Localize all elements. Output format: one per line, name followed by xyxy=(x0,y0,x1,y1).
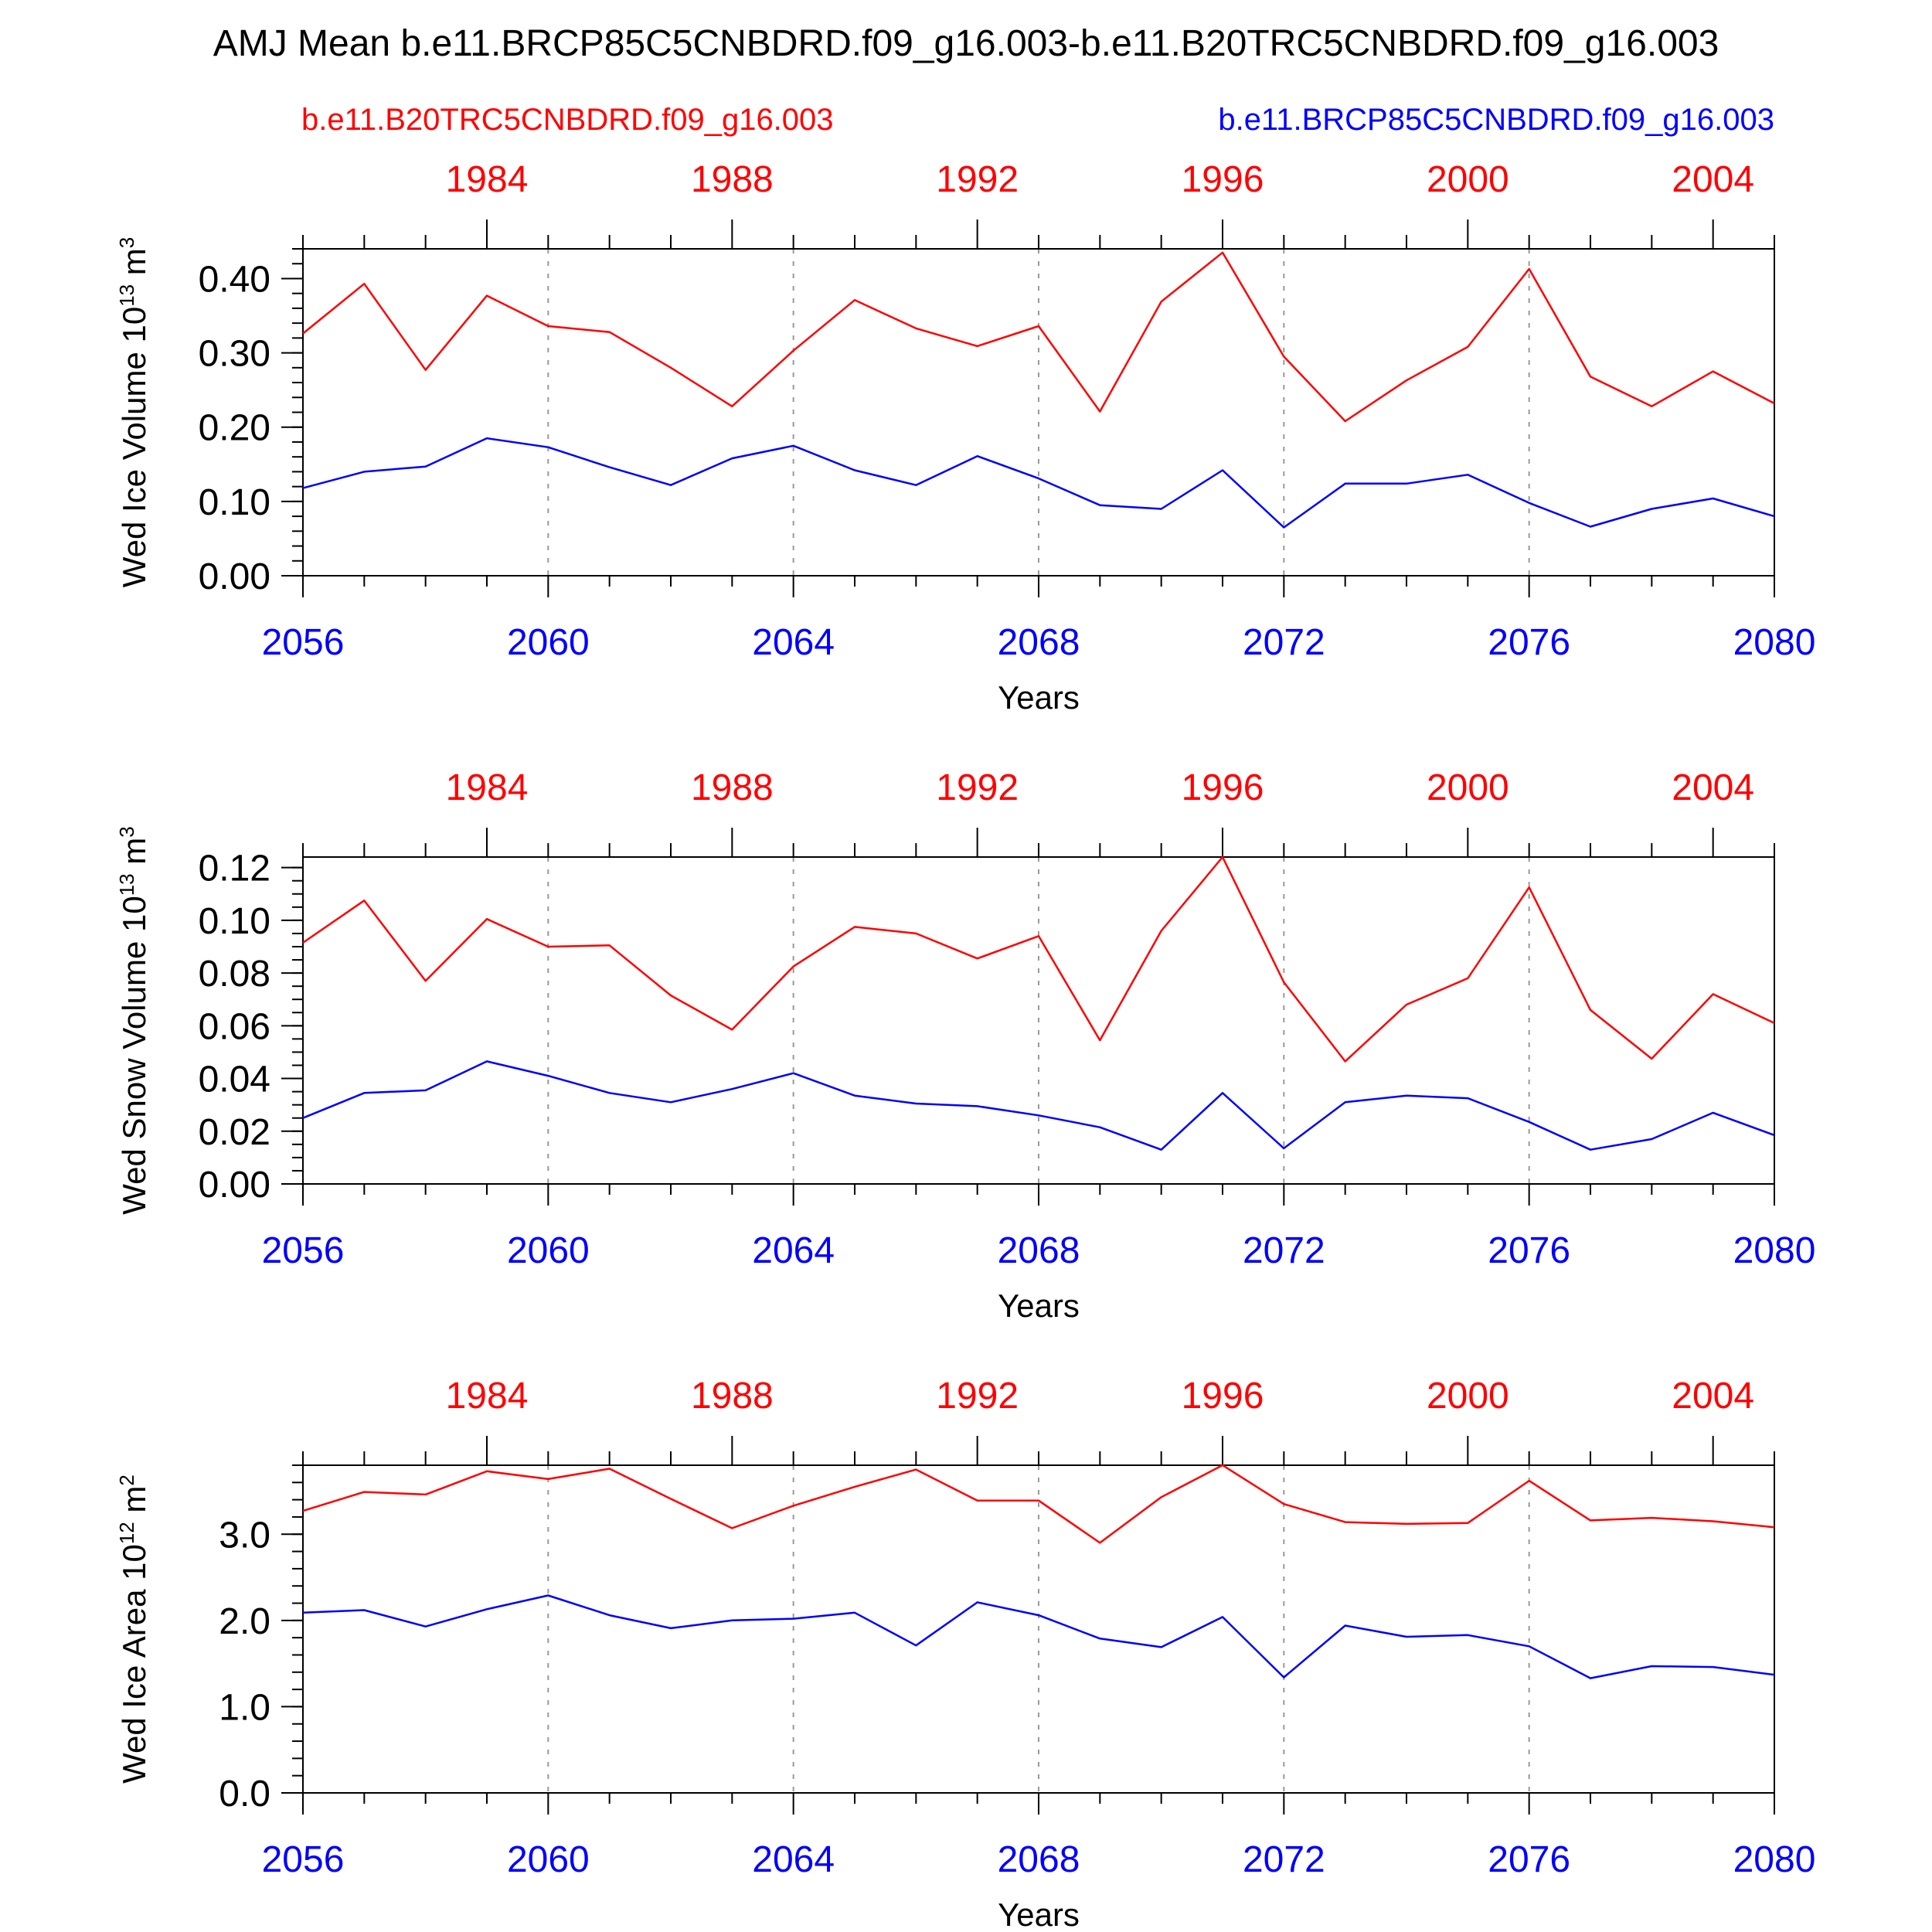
ice-area-x-tick-label: 2068 xyxy=(998,1839,1080,1880)
snow-volume-x-axis-label: Years xyxy=(998,1287,1080,1324)
snow-volume-top-tick-label: 1984 xyxy=(446,767,529,808)
ice-area-top-tick-label: 1984 xyxy=(446,1376,529,1417)
snow-volume-top-tick-label: 2004 xyxy=(1672,767,1754,808)
ice-volume-x-tick-label: 2056 xyxy=(262,622,345,663)
panel-ice-volume: 2056 2060 2064 2068 2072 2076 2080 1984 1988 1992… xyxy=(115,159,1815,716)
ice-area-top-tick-label: 1988 xyxy=(691,1376,774,1417)
ice-volume-top-tick-label: 1996 xyxy=(1182,159,1264,200)
ice-area-y-tick-label: 3.0 xyxy=(219,1515,270,1556)
ice-volume-top-tick-label: 1988 xyxy=(691,159,774,200)
ice-area-y-tick-label: 0.0 xyxy=(219,1774,270,1815)
snow-volume-x-tick-label: 2076 xyxy=(1488,1230,1570,1271)
snow-volume-y-label-text: Wed Snow Volume 10 xyxy=(116,896,152,1214)
ice-volume-x-tick-label: 2060 xyxy=(507,622,590,663)
ice-area-x-tick-label: 2076 xyxy=(1488,1839,1570,1880)
snow-volume-y-tick-label: 0.10 xyxy=(199,901,270,942)
ice-volume-x-tick-label: 2068 xyxy=(998,622,1080,663)
ice-volume-y-label-exponent: 3 xyxy=(115,237,138,248)
ice-area-y-label-text: m xyxy=(116,1486,152,1522)
ice-area-top-tick-label: 1992 xyxy=(936,1376,1019,1417)
ice-volume-y-label-exponent: 13 xyxy=(115,284,138,307)
ice-area-x-tick-label: 2080 xyxy=(1733,1839,1816,1880)
ice-area-x-axis-label: Years xyxy=(998,1896,1080,1932)
ice-area-top-tick-label: 1996 xyxy=(1182,1376,1264,1417)
snow-volume-top-tick-label: 1992 xyxy=(936,767,1019,808)
snow-volume-y-label-exponent: 3 xyxy=(115,826,138,837)
ice-volume-y-tick-label: 0.30 xyxy=(199,334,270,375)
snow-volume-y-tick-label: 0.12 xyxy=(199,849,270,889)
snow-volume-series-rcp85 xyxy=(302,1060,1775,1151)
ice-volume-y-tick-label: 0.40 xyxy=(199,259,270,300)
snow-volume-y-tick-label: 0.00 xyxy=(199,1165,270,1206)
snow-volume-top-tick-label: 1996 xyxy=(1182,767,1264,808)
ice-volume-x-tick-label: 2076 xyxy=(1488,622,1570,663)
ice-area-y-label-exponent: 12 xyxy=(115,1522,138,1544)
snow-volume-series-historical xyxy=(302,855,1775,1063)
ice-volume-top-tick-label: 1984 xyxy=(446,159,529,200)
snow-volume-x-tick-label: 2072 xyxy=(1243,1230,1325,1271)
panel-snow-volume: 2056 2060 2064 2068 2072 2076 2080 1984 1988 1992… xyxy=(115,767,1815,1324)
ice-volume-x-axis-label: Years xyxy=(998,679,1080,716)
snow-volume-y-tick-label: 0.02 xyxy=(199,1112,270,1153)
snow-volume-y-axis-label: Wed Snow Volume 1013 m3 xyxy=(115,826,152,1215)
ice-volume-top-tick-label: 2004 xyxy=(1672,159,1754,200)
ice-volume-y-label-text: m xyxy=(116,248,152,284)
ice-area-x-tick-label: 2072 xyxy=(1243,1839,1325,1880)
ice-volume-x-tick-label: 2064 xyxy=(752,622,835,663)
ice-volume-series-historical xyxy=(302,251,1775,423)
ice-area-x-tick-label: 2056 xyxy=(262,1839,345,1880)
snow-volume-y-label-exponent: 13 xyxy=(115,873,138,896)
ice-volume-y-tick-label: 0.10 xyxy=(199,482,270,523)
snow-volume-y-tick-label: 0.08 xyxy=(199,954,270,995)
ice-volume-y-label-text: Wed Ice Volume 10 xyxy=(116,307,152,587)
ice-volume-top-tick-label: 2000 xyxy=(1427,159,1509,200)
ice-area-y-label-exponent: 2 xyxy=(115,1475,138,1485)
legend-label-historical: b.e11.B20TRC5CNBDRD.f09_g16.003 xyxy=(301,103,834,137)
ice-volume-x-tick-label: 2072 xyxy=(1243,622,1325,663)
panel-ice-area: 2056 2060 2064 2068 2072 2076 2080 1984 1988 1992… xyxy=(115,1376,1815,1932)
ice-volume-y-tick-label: 0.20 xyxy=(199,408,270,449)
ice-area-series-historical xyxy=(302,1464,1775,1544)
ice-area-top-tick-label: 2004 xyxy=(1672,1376,1754,1417)
ice-area-y-label-text: Wed Ice Area 10 xyxy=(116,1544,152,1784)
snow-volume-top-tick-label: 1988 xyxy=(691,767,774,808)
snow-volume-y-label-text: m xyxy=(116,838,152,874)
ice-area-top-tick-label: 2000 xyxy=(1427,1376,1509,1417)
snow-volume-top-tick-label: 2000 xyxy=(1427,767,1509,808)
ice-volume-series-rcp85 xyxy=(302,437,1775,529)
figure-title: AMJ Mean b.e11.BRCP85C5CNBDRD.f09_g16.00… xyxy=(213,23,1719,64)
ice-area-y-axis-label: Wed Ice Area 1012 m2 xyxy=(115,1475,152,1784)
snow-volume-x-tick-label: 2056 xyxy=(262,1230,345,1271)
ice-volume-y-tick-label: 0.00 xyxy=(199,556,270,597)
ice-volume-x-tick-label: 2080 xyxy=(1733,622,1816,663)
snow-volume-x-tick-label: 2080 xyxy=(1733,1230,1816,1271)
ice-volume-top-tick-label: 1992 xyxy=(936,159,1019,200)
snow-volume-x-tick-label: 2060 xyxy=(507,1230,590,1271)
ice-area-y-tick-label: 2.0 xyxy=(219,1601,270,1642)
snow-volume-y-tick-label: 0.06 xyxy=(199,1006,270,1047)
ice-area-series-rcp85 xyxy=(302,1594,1775,1679)
legend-label-rcp85: b.e11.BRCP85C5CNBDRD.f09_g16.003 xyxy=(1218,103,1774,137)
snow-volume-x-tick-label: 2064 xyxy=(752,1230,835,1271)
snow-volume-y-tick-label: 0.04 xyxy=(199,1060,270,1100)
ice-area-x-tick-label: 2060 xyxy=(507,1839,590,1880)
ice-area-x-tick-label: 2064 xyxy=(752,1839,835,1880)
ice-area-y-tick-label: 1.0 xyxy=(219,1687,270,1728)
ice-volume-y-axis-label: Wed Ice Volume 1013 m3 xyxy=(115,237,152,588)
snow-volume-x-tick-label: 2068 xyxy=(998,1230,1080,1271)
